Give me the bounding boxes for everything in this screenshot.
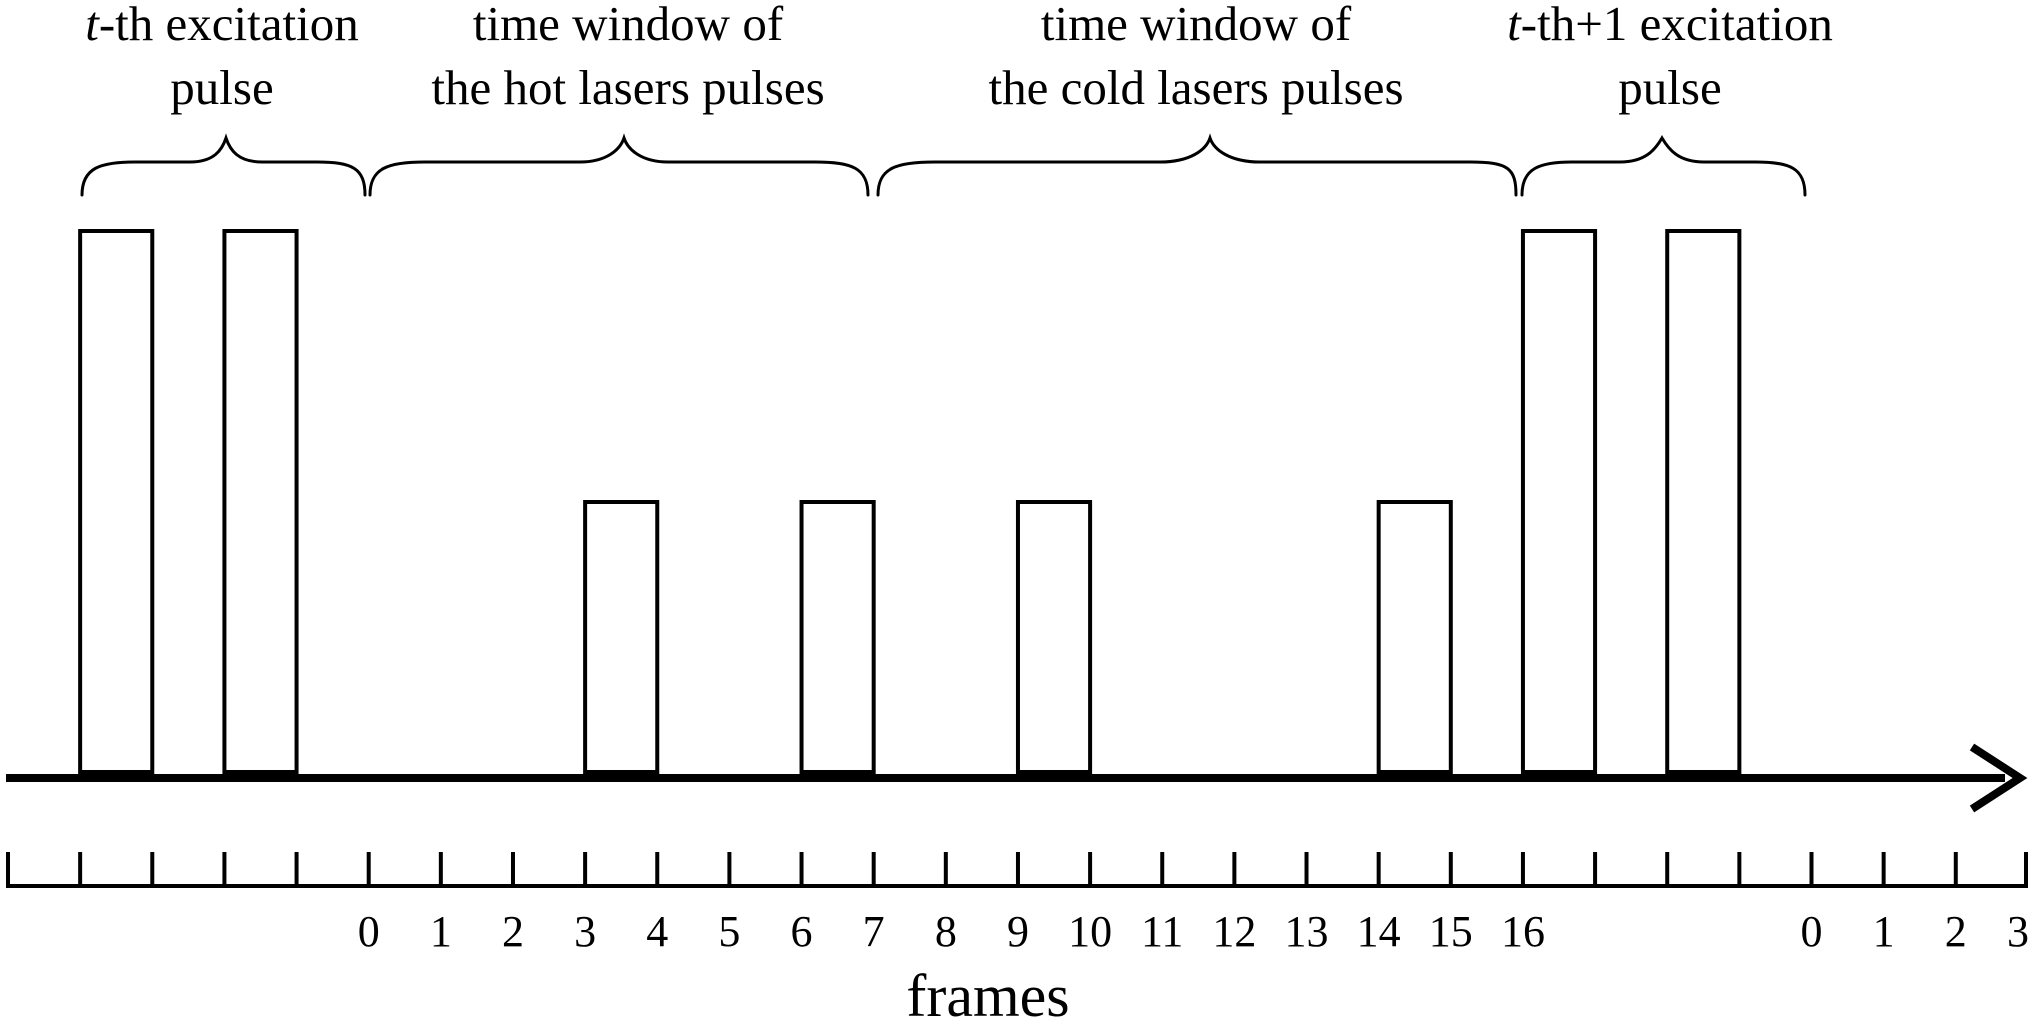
svg-text:t-th excitation: t-th excitation [85, 0, 359, 51]
brace-excitation-t [80, 133, 367, 197]
axis-title: frames [906, 963, 1069, 1027]
label-line2: the cold lasers pulses [988, 60, 1403, 115]
brace-hot-lasers [368, 133, 870, 197]
label-line1: time window of [1041, 0, 1352, 51]
pulse-high-1 [78, 229, 155, 774]
tick-label: 7 [863, 907, 885, 956]
tick-label: 14 [1357, 907, 1401, 956]
tick-label: 11 [1141, 907, 1183, 956]
label-line2: pulse [1618, 60, 1721, 115]
tick-label: 0 [358, 907, 380, 956]
pulse-low-6 [1376, 500, 1453, 774]
brace-excitation-t-plus-1 [1520, 135, 1807, 197]
window-label-excitation-t-plus-1: t-th+1 excitation pulse [1507, 0, 1833, 115]
pulse-high-7 [1520, 229, 1598, 774]
label-line1: time window of [473, 0, 784, 51]
frame-tick-labels: 0 1 2 3 4 5 6 7 8 9 10 11 12 13 14 15 16 0 1 2 3 [358, 907, 2029, 956]
pulses [78, 229, 1742, 774]
tick-label: 1 [1873, 907, 1895, 956]
time-axis-arrowhead [1969, 743, 2028, 813]
label-line1: -th+1 excitation [1521, 0, 1833, 51]
tick-label: 1 [430, 907, 452, 956]
label-line2: pulse [170, 60, 273, 115]
tick-label: 5 [718, 907, 740, 956]
pulse-high-8 [1665, 229, 1742, 774]
label-line1: -th excitation [99, 0, 359, 51]
tick-label: 0 [1801, 907, 1823, 956]
svg-text:t-th+1 excitation: t-th+1 excitation [1507, 0, 1833, 51]
tick-label: 10 [1068, 907, 1112, 956]
pulse-low-4 [799, 500, 876, 774]
label-line2: the hot lasers pulses [431, 60, 824, 115]
tick-label: 3 [574, 907, 596, 956]
tick-label: 6 [791, 907, 813, 956]
pulse-high-2 [222, 229, 299, 774]
tick-label: 2 [1945, 907, 1967, 956]
tick-label: 9 [1007, 907, 1029, 956]
tick-label: 8 [935, 907, 957, 956]
tick-label: 3 [2007, 907, 2029, 956]
tick-label: 2 [502, 907, 524, 956]
tick-label: 16 [1501, 907, 1545, 956]
label-italic-t: t [85, 0, 100, 51]
pulse-low-3 [583, 500, 660, 774]
frame-ticks [6, 852, 2028, 888]
label-italic-t: t [1507, 0, 1522, 51]
window-label-excitation-t: t-th excitation pulse [85, 0, 359, 115]
tick-label: 15 [1429, 907, 1473, 956]
tick-label: 12 [1212, 907, 1256, 956]
pulse-low-5 [1015, 500, 1093, 774]
tick-label: 13 [1285, 907, 1329, 956]
window-label-cold-lasers: time window of the cold lasers pulses [988, 0, 1403, 115]
brace-cold-lasers [876, 133, 1518, 197]
window-label-hot-lasers: time window of the hot lasers pulses [431, 0, 824, 115]
tick-label: 4 [646, 907, 668, 956]
